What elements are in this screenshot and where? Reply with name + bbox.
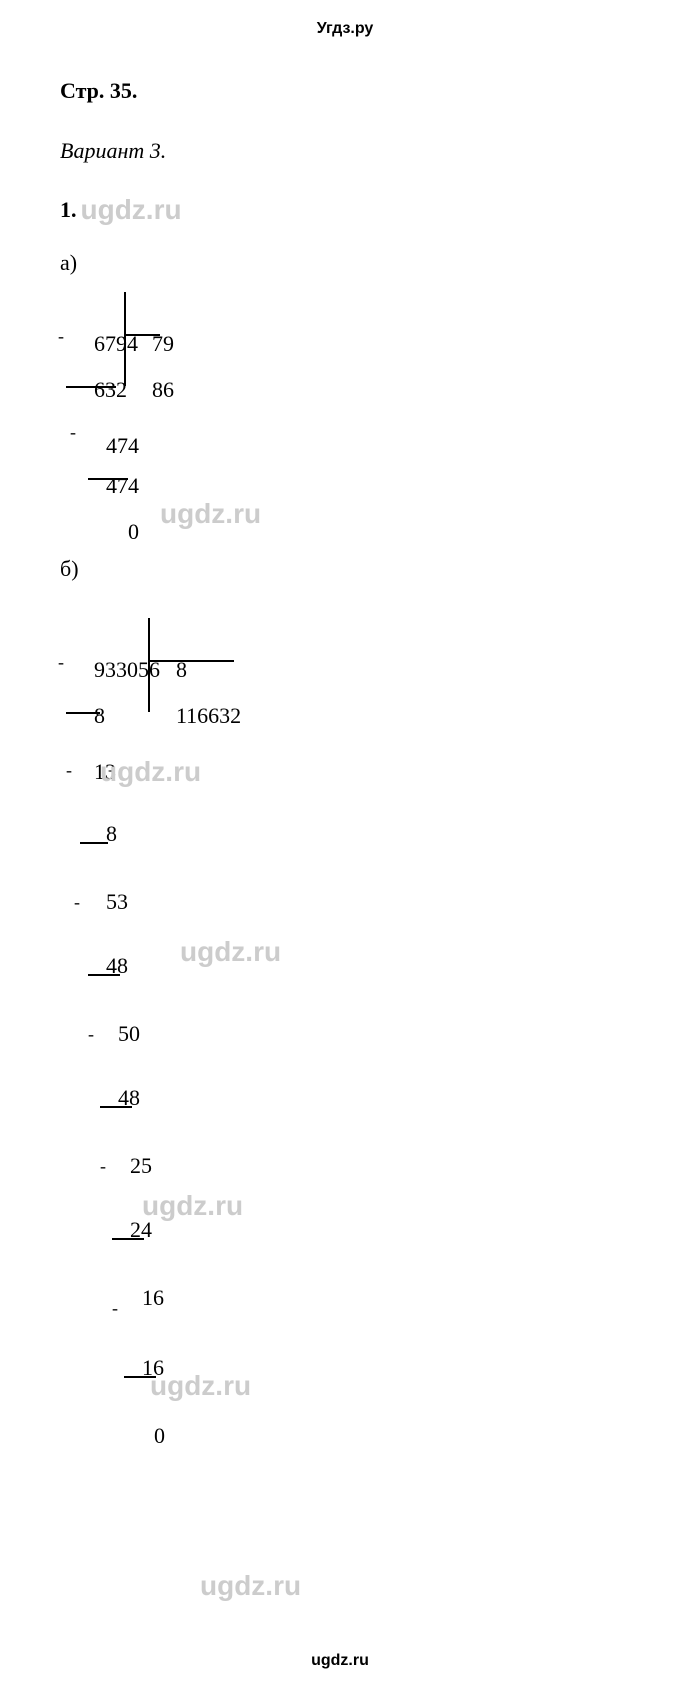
watermark-inline: ugdz.ru: [81, 194, 182, 226]
part-b-label: б): [60, 556, 630, 582]
step-value: 50: [118, 1021, 140, 1046]
header-watermark: Угдз.ру: [60, 20, 630, 38]
footer-watermark: ugdz.ru: [0, 1652, 680, 1670]
step-value: 16: [142, 1285, 164, 1310]
step-value: 25: [130, 1153, 152, 1178]
step-value: 13: [94, 759, 116, 784]
step-value: 53: [106, 889, 128, 914]
step-value: 48: [106, 953, 128, 978]
step-value: 632: [94, 377, 127, 402]
long-division-b: 933056 8 - 8 116632 13 - 8 53 - 48 50 - …: [66, 612, 630, 1412]
step-value: 0: [128, 519, 139, 544]
step-value: 8: [94, 703, 105, 728]
division-row: 0: [106, 486, 139, 578]
minus-sign: -: [74, 890, 80, 915]
step-value: 24: [130, 1217, 152, 1242]
division-row: 0: [132, 1390, 165, 1482]
watermark-overlay: ugdz.ru: [200, 1570, 301, 1602]
division-row: 116632: [154, 670, 241, 762]
page-label: Стр. 35.: [60, 78, 630, 104]
minus-sign: -: [88, 1022, 94, 1047]
part-a-label: а): [60, 250, 630, 276]
step-value: 16: [142, 1355, 164, 1380]
minus-sign: -: [58, 650, 64, 675]
minus-sign: -: [58, 324, 64, 349]
minus-sign: -: [100, 1154, 106, 1179]
step-value: 0: [154, 1423, 165, 1448]
step-value: 48: [118, 1085, 140, 1110]
minus-sign: -: [112, 1296, 118, 1321]
problem-number: 1.: [60, 197, 77, 223]
quotient: 116632: [176, 703, 241, 728]
problem-number-row: 1. ugdz.ru: [60, 194, 630, 226]
long-division-a: 6794 79 - 632 86 474 - 474 0: [66, 286, 630, 516]
variant-label: Вариант 3.: [60, 138, 630, 164]
minus-sign: -: [66, 758, 72, 783]
minus-sign: -: [70, 420, 76, 445]
step-value: 8: [106, 821, 117, 846]
quotient: 86: [152, 377, 174, 402]
